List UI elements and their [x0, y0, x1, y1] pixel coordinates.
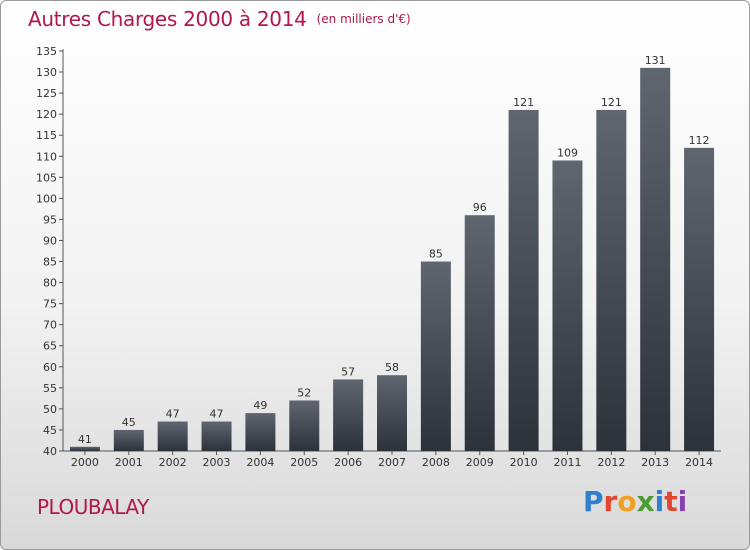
proxiti-logo: Proxiti [583, 485, 688, 518]
x-tick-label: 2008 [422, 456, 450, 469]
y-tick-label: 40 [43, 445, 57, 458]
x-tick-label: 2003 [203, 456, 231, 469]
x-tick-label: 2010 [510, 456, 538, 469]
y-tick-label: 75 [43, 298, 57, 311]
bar [245, 413, 276, 451]
bar-value-label: 57 [341, 365, 355, 378]
bar-value-label: 85 [429, 248, 443, 261]
y-tick-label: 70 [43, 319, 57, 332]
bar-value-label: 131 [645, 54, 666, 67]
y-tick-label: 80 [43, 277, 57, 290]
bar-value-label: 49 [253, 399, 267, 412]
x-tick-label: 2007 [378, 456, 406, 469]
y-tick-label: 105 [36, 171, 57, 184]
bar [508, 109, 539, 452]
bar-value-label: 121 [513, 96, 534, 109]
y-tick-label: 65 [43, 340, 57, 353]
x-tick-label: 2014 [685, 456, 713, 469]
y-tick-label: 55 [43, 382, 57, 395]
y-tick-label: 130 [36, 66, 57, 79]
bar-value-label: 52 [297, 386, 311, 399]
bar [640, 67, 671, 451]
x-tick-label: 2006 [334, 456, 362, 469]
bar [464, 215, 495, 451]
bar-value-label: 58 [385, 361, 399, 374]
y-tick-label: 95 [43, 213, 57, 226]
x-tick-label: 2004 [246, 456, 274, 469]
y-tick-label: 90 [43, 234, 57, 247]
bar [69, 446, 100, 451]
bar [333, 379, 364, 451]
x-tick-label: 2002 [159, 456, 187, 469]
x-tick-label: 2011 [553, 456, 581, 469]
bar [596, 109, 627, 452]
y-tick-label: 60 [43, 361, 57, 374]
chart-unit: (en milliers d'€) [316, 12, 411, 26]
y-tick-label: 125 [36, 87, 57, 100]
y-tick-label: 120 [36, 108, 57, 121]
x-tick-label: 2000 [71, 456, 99, 469]
bar-value-label: 47 [210, 408, 224, 421]
chart-title: Autres Charges 2000 à 2014 (en milliers d… [28, 7, 411, 31]
y-tick-label: 135 [36, 45, 57, 58]
commune-name: PLOUBALAY [37, 495, 149, 519]
y-tick-label: 100 [36, 192, 57, 205]
bar [157, 421, 188, 451]
bar [552, 160, 583, 451]
y-tick-label: 85 [43, 256, 57, 269]
bar [684, 147, 715, 451]
bar [289, 400, 320, 451]
y-tick-label: 115 [36, 129, 57, 142]
x-tick-label: 2012 [597, 456, 625, 469]
x-tick-label: 2005 [290, 456, 318, 469]
bar-value-label: 41 [78, 433, 92, 446]
bar-value-label: 96 [473, 201, 487, 214]
bar-value-label: 112 [689, 134, 710, 147]
bar-value-label: 47 [166, 408, 180, 421]
y-tick-label: 50 [43, 403, 57, 416]
bar-value-label: 121 [601, 96, 622, 109]
x-tick-label: 2013 [641, 456, 669, 469]
x-tick-label: 2001 [115, 456, 143, 469]
bar [201, 421, 232, 451]
bar-value-label: 109 [557, 146, 578, 159]
bar [377, 375, 407, 451]
chart-title-text: Autres Charges 2000 à 2014 [28, 7, 307, 31]
bar [113, 429, 144, 451]
bar [420, 261, 451, 451]
y-tick-label: 45 [43, 424, 57, 437]
y-tick-label: 110 [36, 150, 57, 163]
x-tick-label: 2009 [466, 456, 494, 469]
bar-value-label: 45 [122, 416, 136, 429]
